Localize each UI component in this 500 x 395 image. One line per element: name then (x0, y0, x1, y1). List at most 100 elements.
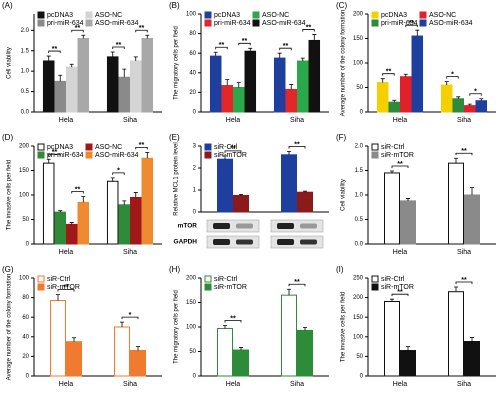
error-bar (380, 78, 385, 83)
y-axis-label: Relative MCL1 protein level (174, 142, 180, 215)
error-bar (110, 177, 115, 182)
sig-bracket (455, 152, 473, 156)
y-tick-label: 1.5 (21, 48, 30, 54)
legend-label: pcDNA3 (381, 12, 407, 19)
y-axis-label: The invasive cells per field (341, 292, 347, 362)
y-tick-label: 150 (353, 315, 364, 321)
bar (384, 301, 400, 377)
x-tick-label: Hela (393, 381, 408, 388)
x-tick-label: Siha (123, 381, 137, 388)
error-bar (223, 325, 227, 329)
y-tick-label: 1.5 (355, 168, 364, 174)
error-bar (58, 210, 63, 213)
error-bar (223, 155, 227, 160)
error-bar (46, 158, 51, 164)
bar (66, 66, 78, 113)
y-tick-label: 0.5 (355, 217, 364, 223)
x-tick-label: Hela (59, 117, 74, 124)
legend-label: ASO-miR-634 (95, 152, 139, 159)
sig-bracket (48, 153, 61, 157)
y-tick-label: 40 (22, 334, 29, 340)
error-bar (136, 346, 140, 351)
legend-swatch (371, 143, 379, 151)
legend-label: siR-mTOR (214, 284, 247, 291)
bar (297, 60, 309, 113)
sig-label: ** (116, 42, 122, 49)
y-tick-label: 50 (356, 85, 363, 91)
legend-label: pri-miR-634 (47, 20, 84, 27)
legend-label: ASO-miR-634 (429, 20, 473, 27)
legend-swatch (204, 143, 212, 151)
sig-label: ** (306, 24, 312, 31)
legend-swatch (204, 19, 212, 27)
bar (297, 329, 313, 377)
x-tick-label: Siha (457, 117, 471, 124)
error-bar (289, 84, 294, 90)
bar (281, 154, 297, 213)
legend-label: siR-Ctrl (214, 144, 238, 151)
legend-label: pcDNA3 (47, 144, 73, 151)
legend-swatch (371, 151, 379, 159)
y-tick-label: 1 (193, 188, 197, 194)
y-tick-label: 100 (19, 276, 30, 282)
bar (452, 98, 465, 113)
legend-swatch (37, 11, 45, 19)
sig-bracket (71, 191, 84, 194)
x-tick-label: Hela (393, 117, 408, 124)
bar (141, 157, 154, 245)
legend-label: pri-miR-634 (381, 20, 418, 27)
y-tick-label: 100 (186, 12, 197, 18)
bar (221, 85, 233, 113)
y-tick-label: 100 (186, 325, 197, 331)
y-tick-label: 80 (22, 295, 29, 301)
error-bar (479, 98, 484, 101)
sig-bracket (455, 281, 473, 285)
y-tick-label: 50 (356, 354, 363, 360)
panel-label: (B) (169, 1, 180, 10)
y-axis-label: The migratory cells per field (174, 26, 180, 100)
panel-label: (D) (2, 133, 13, 142)
y-axis-label: The invasive cells per field (7, 160, 13, 230)
sig-label: ** (397, 161, 403, 168)
legend-label: pri-miR-634 (47, 152, 84, 159)
error-bar (225, 79, 230, 86)
x-tick-label: Siha (457, 381, 471, 388)
sig-bracket (57, 289, 75, 292)
error-bar (239, 347, 243, 351)
bar (130, 196, 142, 245)
sig-bracket (302, 29, 315, 32)
sig-label: ** (294, 141, 300, 148)
bar (130, 60, 142, 113)
legend-label: siR-mTOR (381, 284, 414, 291)
legend-swatch (37, 143, 45, 151)
error-bar (248, 47, 253, 52)
y-tick-label: 0 (26, 242, 30, 248)
sig-bracket (469, 93, 482, 96)
sig-bracket (391, 165, 409, 168)
legend-swatch (204, 275, 212, 283)
sig-label: ** (52, 149, 58, 156)
sig-label: ** (219, 42, 225, 49)
sig-bracket (238, 42, 251, 46)
bar (66, 341, 82, 377)
bar (77, 201, 90, 245)
legend-swatch (419, 11, 427, 19)
sig-bracket (215, 46, 228, 50)
legend-swatch (204, 283, 212, 291)
error-bar (287, 151, 291, 155)
legend-swatch (37, 19, 45, 27)
sig-label: * (129, 312, 132, 319)
error-bar (312, 34, 317, 41)
sig-label: ** (139, 142, 145, 149)
sig-label: ** (75, 25, 81, 32)
blot-band (300, 223, 317, 229)
bar (448, 162, 464, 245)
error-bar (392, 99, 397, 103)
sig-bracket (112, 172, 125, 175)
error-bar (403, 73, 408, 77)
error-bar (303, 327, 307, 331)
sig-bracket (279, 47, 292, 51)
y-tick-label: 2.0 (21, 28, 30, 34)
x-tick-label: Hela (226, 381, 241, 388)
legend-label: siR-Ctrl (47, 276, 71, 283)
